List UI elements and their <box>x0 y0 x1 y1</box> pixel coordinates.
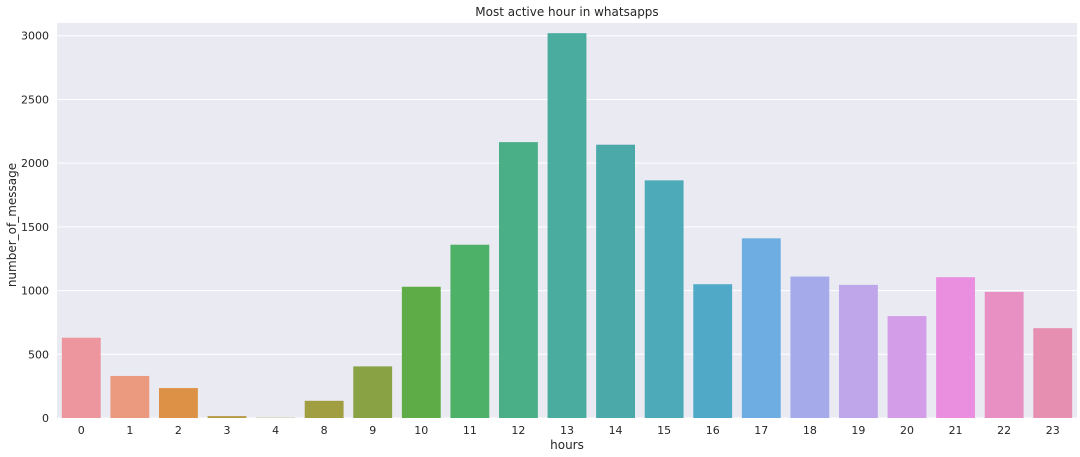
x-tick-label: 11 <box>463 424 477 437</box>
bar-hour-8 <box>304 400 344 418</box>
bar-hour-12 <box>499 142 538 419</box>
bar-hour-0 <box>61 337 101 418</box>
bar-hour-3 <box>207 416 247 418</box>
y-tick-label: 1000 <box>21 285 49 298</box>
bar-hour-2 <box>159 388 198 418</box>
bar-hour-18 <box>790 276 830 418</box>
x-tick-label: 16 <box>706 424 720 437</box>
x-tick-label: 2 <box>175 424 182 437</box>
bar-hour-22 <box>984 291 1024 418</box>
y-tick-label: 3000 <box>21 30 49 43</box>
x-tick-label: 4 <box>272 424 279 437</box>
x-tick-label: 1 <box>126 424 133 437</box>
x-tick-label: 19 <box>851 424 865 437</box>
x-tick-label: 12 <box>511 424 525 437</box>
bar-hour-10 <box>401 286 441 418</box>
x-tick-label: 17 <box>754 424 768 437</box>
y-axis-label: number_of_message <box>5 163 19 287</box>
bar-hour-14 <box>596 144 635 418</box>
y-tick-label: 0 <box>42 412 49 425</box>
bar-hour-9 <box>353 366 393 418</box>
bar-hour-11 <box>450 244 490 418</box>
y-tick-label: 1500 <box>21 221 49 234</box>
bar-hour-16 <box>693 284 733 418</box>
bar-hour-23 <box>1033 328 1073 418</box>
x-tick-label: 23 <box>1046 424 1060 437</box>
chart-title: Most active hour in whatsapps <box>475 5 658 19</box>
x-tick-label: 8 <box>321 424 328 437</box>
bar-hour-20 <box>887 316 927 418</box>
x-tick-label: 0 <box>78 424 85 437</box>
bar-hour-13 <box>547 33 587 419</box>
bar-hour-1 <box>110 375 150 418</box>
bar-hour-21 <box>936 277 975 418</box>
x-tick-label: 10 <box>414 424 428 437</box>
y-tick-labels: 0 500 1000 1500 2000 2500 3000 <box>21 30 49 425</box>
x-tick-label: 18 <box>803 424 817 437</box>
y-tick-label: 2500 <box>21 93 49 106</box>
x-axis-label: hours <box>550 438 584 452</box>
bars <box>61 33 1073 419</box>
x-tick-label: 21 <box>949 424 963 437</box>
x-tick-label: 9 <box>369 424 376 437</box>
x-tick-label: 3 <box>224 424 231 437</box>
x-tick-label: 22 <box>997 424 1011 437</box>
x-tick-label: 13 <box>560 424 574 437</box>
bar-hour-17 <box>741 238 781 418</box>
bar-hour-19 <box>839 284 878 418</box>
y-tick-label: 2000 <box>21 157 49 170</box>
y-tick-label: 500 <box>28 348 49 361</box>
x-tick-label: 20 <box>900 424 914 437</box>
bar-hour-15 <box>644 180 684 418</box>
x-tick-labels: 0 1 2 3 4 8 9 10 11 12 13 14 15 16 17 18 19 20 21 22 23 <box>78 424 1060 437</box>
x-tick-label: 14 <box>609 424 623 437</box>
x-tick-label: 15 <box>657 424 671 437</box>
